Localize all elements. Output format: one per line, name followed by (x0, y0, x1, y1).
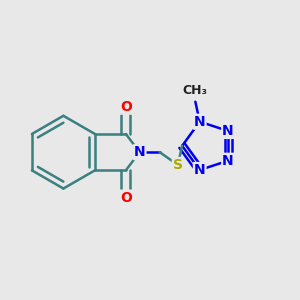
Text: N: N (222, 124, 234, 138)
Text: N: N (194, 163, 206, 177)
Text: O: O (120, 190, 132, 205)
Text: N: N (194, 115, 206, 129)
Text: N: N (222, 154, 234, 168)
Text: S: S (173, 158, 183, 172)
Text: CH₃: CH₃ (183, 84, 208, 98)
Text: O: O (120, 100, 132, 114)
Text: N: N (134, 145, 146, 159)
